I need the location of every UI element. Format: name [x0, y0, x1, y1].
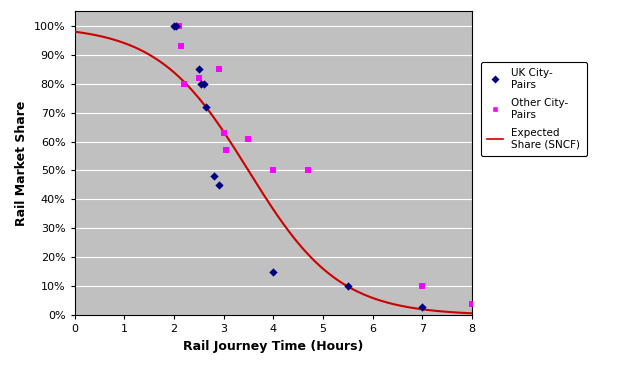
- Y-axis label: Rail Market Share: Rail Market Share: [16, 101, 29, 226]
- Point: [219, 130, 229, 136]
- Point: [201, 104, 211, 110]
- Point: [209, 173, 219, 179]
- Legend: UK City-
Pairs, Other City-
Pairs, Expected
Share (SNCF): UK City- Pairs, Other City- Pairs, Expec…: [481, 62, 587, 156]
- Point: [214, 66, 224, 72]
- Point: [343, 283, 353, 289]
- Point: [171, 23, 181, 29]
- Point: [194, 66, 204, 72]
- Point: [169, 23, 179, 29]
- Point: [214, 182, 224, 188]
- Point: [303, 168, 313, 174]
- Point: [194, 75, 204, 81]
- Point: [176, 43, 186, 49]
- Point: [199, 81, 209, 86]
- Point: [268, 168, 278, 174]
- Point: [268, 269, 278, 275]
- Point: [174, 23, 184, 29]
- Point: [467, 301, 477, 307]
- Point: [417, 283, 427, 289]
- Point: [179, 81, 189, 86]
- Point: [243, 136, 253, 142]
- X-axis label: Rail Journey Time (Hours): Rail Journey Time (Hours): [183, 340, 363, 353]
- Point: [417, 304, 427, 310]
- Point: [196, 81, 206, 86]
- Point: [221, 147, 231, 153]
